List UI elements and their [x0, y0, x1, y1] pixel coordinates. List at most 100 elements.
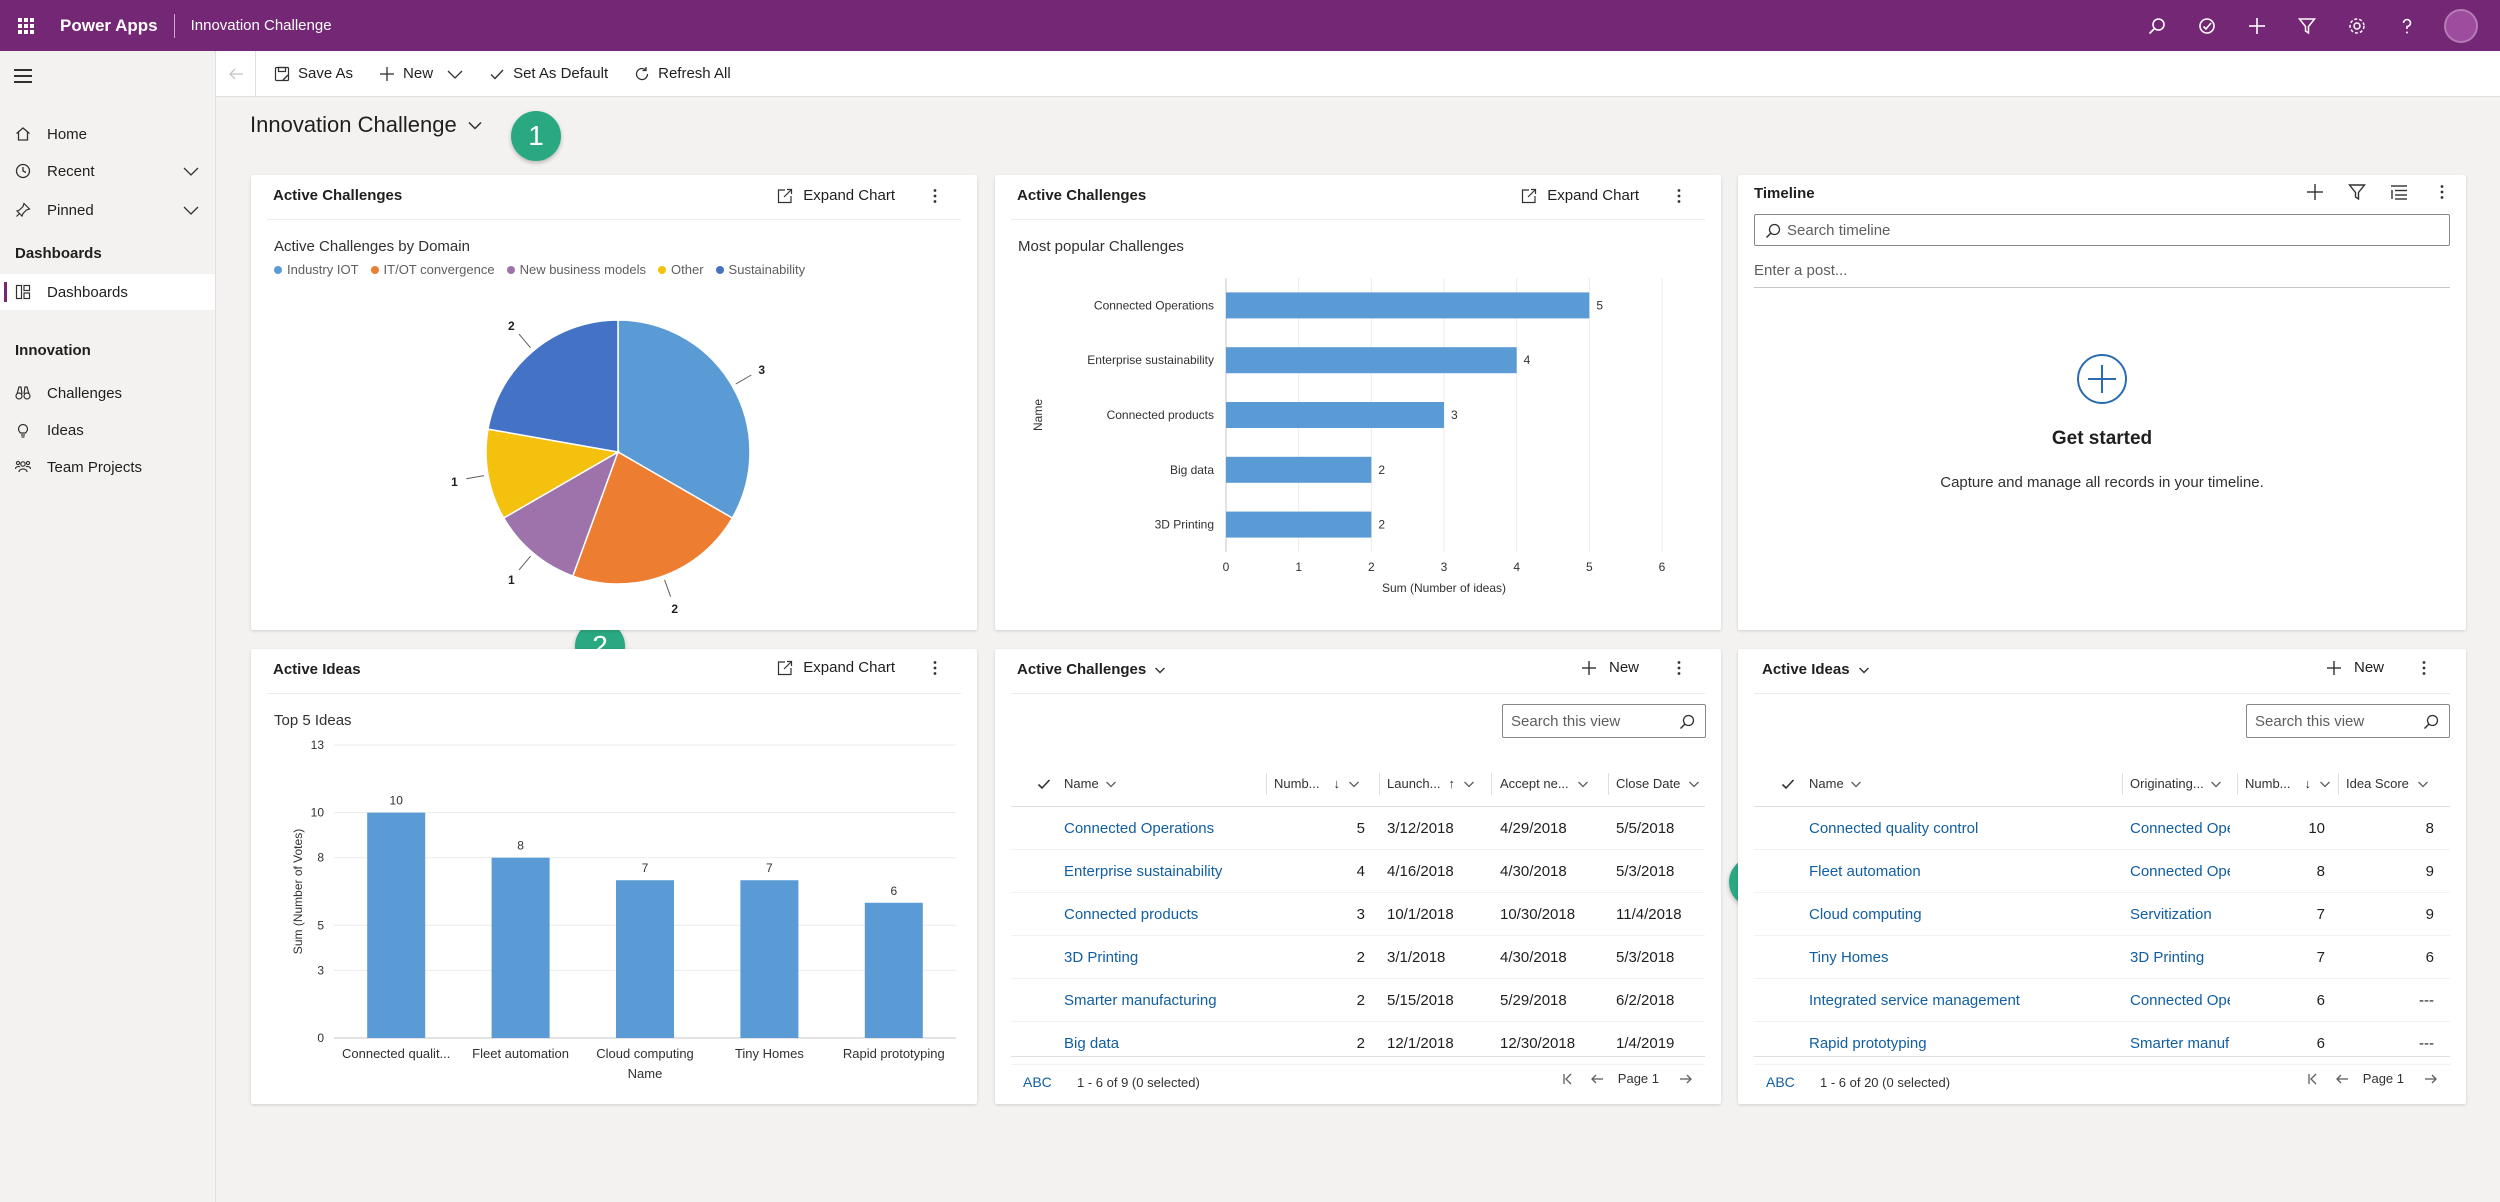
table-row[interactable]: Smarter manufacturing 2 5/15/2018 5/29/2018… — [1011, 979, 1705, 1022]
plus-icon[interactable] — [2306, 183, 2324, 201]
avatar[interactable] — [2444, 8, 2478, 43]
pie-slice[interactable] — [485, 428, 621, 520]
hamburger-icon[interactable] — [14, 69, 32, 87]
cell-originating-challenge[interactable]: Servitization — [2130, 906, 2212, 923]
cell-name[interactable]: Smarter manufacturing — [1064, 992, 1217, 1009]
view-selector[interactable]: Active Challenges — [1017, 661, 1166, 678]
column-header-name[interactable]: Name — [1809, 776, 1929, 791]
pie-slice[interactable] — [571, 450, 734, 585]
table-row[interactable]: Tiny Homes 3D Printing 7 6 — [1754, 936, 2450, 979]
legend-item[interactable]: IT/OT convergence — [370, 262, 495, 277]
pie-slice[interactable] — [487, 319, 619, 453]
cell-originating-challenge[interactable]: Smarter manufacturing — [2130, 1035, 2230, 1052]
sidebar-item-team-projects[interactable]: Team Projects — [0, 449, 215, 485]
table-row[interactable]: Integrated service management Connected O… — [1754, 979, 2450, 1022]
column-header-close-date[interactable]: Close Date — [1616, 776, 1701, 791]
filter-button[interactable] — [2282, 0, 2332, 51]
app-title[interactable]: Innovation Challenge — [190, 17, 332, 34]
cell-name[interactable]: Big data — [1064, 1035, 1120, 1052]
table-row[interactable]: Connected quality control Connected Opera… — [1754, 807, 2450, 850]
cell-name[interactable]: Cloud computing — [1809, 906, 1922, 923]
table-row[interactable]: Cloud computing Servitization 7 9 — [1754, 893, 2450, 936]
select-all-checkmark-icon[interactable] — [1037, 777, 1051, 791]
bar[interactable] — [1226, 402, 1444, 428]
cell-name[interactable]: Connected Operations — [1064, 820, 1215, 837]
cell-originating-challenge[interactable]: Connected Operations — [2130, 820, 2230, 837]
table-row[interactable]: Big data 2 12/1/2018 12/30/2018 1/4/2019 — [1011, 1022, 1705, 1065]
more-options-icon[interactable] — [925, 188, 945, 204]
post-input[interactable]: Enter a post... — [1754, 262, 2450, 288]
more-options-icon[interactable] — [2414, 660, 2434, 676]
legend-item[interactable]: Other — [658, 262, 704, 277]
column-header-name[interactable]: Name — [1064, 776, 1189, 791]
new-button[interactable] — [2232, 0, 2282, 51]
column-header-number[interactable]: Numb... ↓ — [2245, 776, 2335, 791]
table-row[interactable]: Connected products 3 10/1/2018 10/30/2018 11… — [1011, 893, 1705, 936]
first-page-icon[interactable] — [2307, 1072, 2321, 1086]
set-as-default-button[interactable]: Set As Default — [489, 51, 608, 97]
pie-slice[interactable] — [617, 319, 751, 520]
table-row[interactable]: Fleet automation Connected Operations 8 9 — [1754, 850, 2450, 893]
new-record-button[interactable]: New — [1581, 659, 1639, 676]
sidebar-item-home[interactable]: Home — [0, 116, 215, 152]
jump-bar-button[interactable]: ABC — [1766, 1074, 1795, 1090]
legend-item[interactable]: New business models — [506, 262, 646, 277]
new-record-button[interactable]: New — [2326, 659, 2384, 676]
cell-originating-challenge[interactable]: 3D Printing — [2130, 949, 2205, 966]
table-row[interactable]: Connected Operations 5 3/12/2018 4/29/2018 5… — [1011, 807, 1705, 850]
select-all-checkmark-icon[interactable] — [1781, 777, 1795, 791]
column-header-originating[interactable]: Originating... — [2130, 776, 2235, 791]
expand-chart-button[interactable]: Expand Chart — [777, 659, 895, 676]
grid-search-input[interactable]: Search this view — [2246, 704, 2450, 738]
refresh-all-button[interactable]: Refresh All — [634, 51, 731, 97]
grid-search-input[interactable]: Search this view — [1502, 704, 1706, 738]
column-header-launch[interactable]: Launch... ↑ — [1387, 776, 1487, 791]
sidebar-item-challenges[interactable]: Challenges — [0, 375, 215, 411]
column-header-accept[interactable]: Accept ne... — [1500, 776, 1605, 791]
more-options-icon[interactable] — [1669, 660, 1689, 676]
more-options-icon[interactable] — [1669, 188, 1689, 204]
chevron-down-icon[interactable] — [447, 66, 463, 82]
filter-icon[interactable] — [2348, 183, 2366, 201]
table-row[interactable]: 3D Printing 2 3/1/2018 4/30/2018 5/3/2018 — [1011, 936, 1705, 979]
more-options-icon[interactable] — [925, 660, 945, 676]
jump-bar-button[interactable]: ABC — [1023, 1074, 1052, 1090]
column-header-idea-score[interactable]: Idea Score — [2346, 776, 2441, 791]
save-as-button[interactable]: Save As — [274, 51, 353, 97]
expand-chart-button[interactable]: Expand Chart — [1521, 187, 1639, 204]
back-button[interactable] — [216, 50, 256, 97]
first-page-icon[interactable] — [1562, 1072, 1576, 1086]
sidebar-item-dashboards[interactable]: Dashboards — [0, 274, 215, 310]
search-button[interactable] — [2132, 0, 2182, 51]
app-launcher-button[interactable] — [2, 0, 50, 51]
cell-name[interactable]: Connected products — [1064, 906, 1199, 923]
view-selector[interactable]: Active Ideas — [1762, 661, 1870, 678]
help-button[interactable] — [2382, 0, 2432, 51]
assistant-button[interactable] — [2182, 0, 2232, 51]
bar[interactable] — [1226, 347, 1517, 374]
cell-originating-challenge[interactable]: Connected Operations — [2130, 863, 2230, 880]
dashboard-selector[interactable]: Innovation Challenge — [250, 112, 483, 138]
next-page-icon[interactable] — [2424, 1072, 2438, 1086]
cell-name[interactable]: 3D Printing — [1064, 949, 1139, 966]
legend-item[interactable]: Sustainability — [715, 262, 805, 277]
sidebar-item-ideas[interactable]: Ideas — [0, 412, 215, 448]
table-row[interactable]: Rapid prototyping Smarter manufacturing 6 -… — [1754, 1022, 2450, 1065]
settings-button[interactable] — [2332, 0, 2382, 51]
expand-chart-button[interactable]: Expand Chart — [777, 187, 895, 204]
column-header-number[interactable]: Numb... ↓ — [1274, 776, 1374, 791]
bar[interactable] — [367, 812, 426, 1038]
bar[interactable] — [740, 880, 799, 1038]
pie-slice[interactable] — [502, 450, 620, 578]
next-page-icon[interactable] — [1679, 1072, 1693, 1086]
add-circle-icon[interactable] — [2076, 353, 2128, 405]
cell-originating-challenge[interactable]: Connected Operations — [2130, 992, 2230, 1009]
sidebar-item-recent[interactable]: Recent — [0, 153, 215, 189]
bar[interactable] — [864, 902, 923, 1038]
chevron-down-icon[interactable] — [183, 163, 199, 179]
sort-list-icon[interactable] — [2390, 183, 2408, 201]
bar[interactable] — [1226, 292, 1590, 319]
table-row[interactable]: Enterprise sustainability 4 4/16/2018 4/30/… — [1011, 850, 1705, 893]
more-options-icon[interactable] — [2432, 184, 2452, 200]
previous-page-icon[interactable] — [1590, 1072, 1604, 1086]
